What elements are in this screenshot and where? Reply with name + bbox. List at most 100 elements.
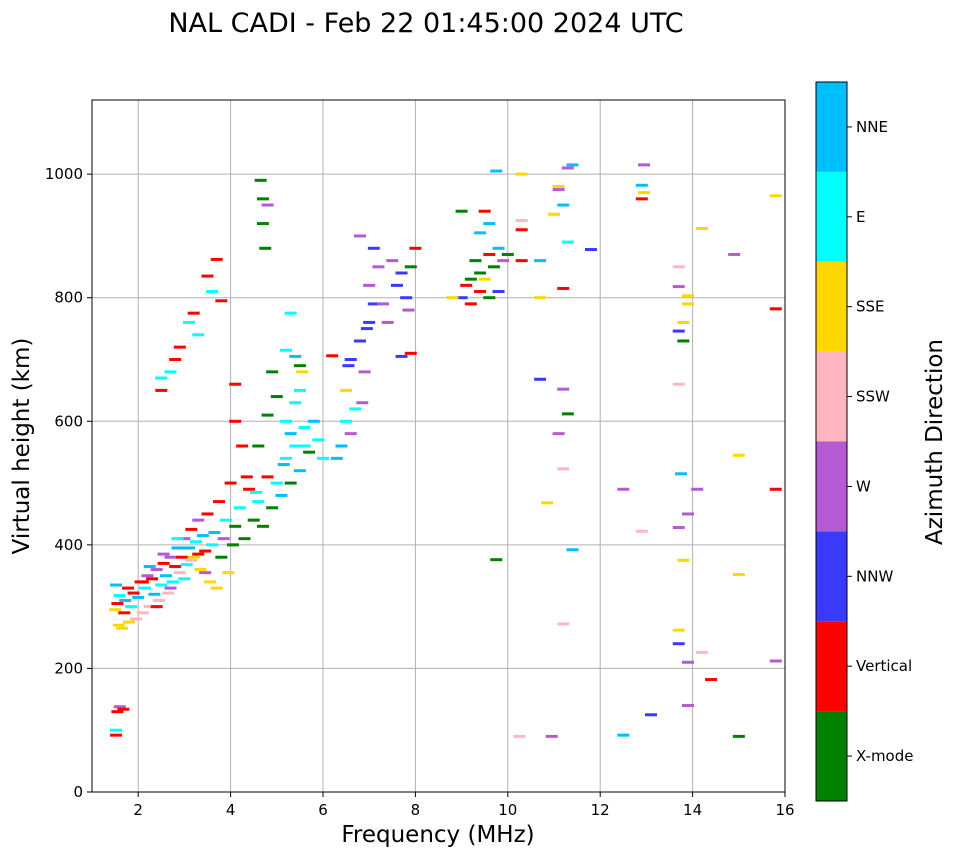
data-point — [201, 274, 214, 278]
colorbar-segment — [816, 261, 847, 352]
colorbar-tick-label: SSE — [856, 298, 885, 316]
data-point — [222, 571, 235, 575]
data-point — [497, 259, 510, 263]
data-point — [117, 707, 130, 711]
data-point — [298, 444, 311, 448]
data-point — [672, 329, 685, 333]
data-point — [490, 169, 503, 173]
data-point — [349, 407, 362, 411]
data-point — [340, 419, 353, 423]
colorbar-tick-label: SSW — [856, 388, 890, 406]
data-point — [363, 283, 376, 287]
data-point — [171, 537, 184, 541]
data-points — [109, 163, 782, 738]
data-point — [201, 512, 214, 516]
data-point — [261, 203, 274, 207]
data-point — [132, 595, 145, 599]
data-point — [446, 296, 459, 300]
data-point — [284, 432, 297, 436]
data-point — [545, 734, 558, 738]
colorbar-tick-label: NNW — [856, 567, 893, 585]
data-point — [534, 296, 547, 300]
data-point — [261, 413, 274, 417]
data-point — [732, 734, 745, 738]
data-point — [534, 259, 547, 263]
colorbar-tick-label: NNE — [856, 118, 888, 136]
data-point — [192, 518, 205, 522]
data-point — [164, 370, 177, 374]
x-tick-label: 14 — [683, 801, 702, 819]
data-point — [289, 354, 302, 358]
colorbar-segment — [816, 531, 847, 622]
data-point — [256, 524, 269, 528]
data-point — [541, 501, 554, 505]
data-point — [474, 290, 487, 294]
data-point — [229, 524, 242, 528]
data-point — [109, 608, 122, 612]
data-point — [206, 543, 219, 547]
y-tick-label: 0 — [73, 783, 83, 801]
data-point — [284, 481, 297, 485]
data-point — [127, 591, 140, 595]
data-point — [515, 218, 528, 222]
data-point — [284, 311, 297, 315]
data-point — [557, 203, 570, 207]
y-tick-label: 200 — [54, 659, 83, 677]
data-point — [116, 626, 129, 630]
data-point — [672, 526, 685, 530]
colorbar-segment — [816, 441, 847, 532]
data-point — [166, 580, 179, 584]
data-point — [492, 290, 505, 294]
data-point — [152, 598, 165, 602]
data-point — [330, 456, 343, 460]
data-point — [270, 481, 283, 485]
data-point — [483, 296, 496, 300]
x-axis-ticks: 2 4 6 8 10 12 14 16 — [133, 792, 795, 819]
colorbar-frame — [815, 81, 848, 802]
data-point — [672, 265, 685, 269]
data-point — [386, 259, 399, 263]
data-point — [111, 602, 124, 606]
y-tick-label: 800 — [54, 289, 83, 307]
colorbar-label: Azimuth Direction — [922, 339, 948, 545]
data-point — [146, 577, 159, 581]
data-point — [372, 265, 385, 269]
data-point — [280, 348, 293, 352]
chart-title: NAL CADI - Feb 22 01:45:00 2024 UTC — [168, 8, 683, 39]
data-point — [136, 580, 149, 584]
data-point — [199, 549, 212, 553]
data-point — [552, 432, 565, 436]
data-point — [672, 628, 685, 632]
data-point — [187, 555, 200, 559]
data-point — [335, 444, 348, 448]
data-point — [176, 555, 189, 559]
data-point — [118, 611, 131, 615]
data-point — [155, 583, 168, 587]
data-point — [210, 257, 223, 261]
data-point — [474, 271, 487, 275]
data-point — [681, 294, 694, 298]
data-point — [210, 586, 223, 590]
data-point — [566, 548, 579, 552]
data-point — [259, 246, 272, 250]
data-point — [769, 659, 782, 663]
data-point — [252, 500, 265, 504]
data-point — [695, 650, 708, 654]
data-point — [243, 487, 256, 491]
x-tick-label: 6 — [318, 801, 328, 819]
colorbar-tick-label: X-mode — [856, 747, 913, 765]
data-point — [681, 512, 694, 516]
data-point — [367, 302, 380, 306]
data-point — [552, 185, 565, 188]
data-point — [677, 320, 690, 324]
data-point — [360, 327, 373, 331]
data-point — [178, 577, 191, 581]
data-point — [157, 561, 170, 565]
data-point — [307, 419, 320, 423]
data-point — [677, 558, 690, 562]
data-point — [192, 552, 205, 556]
data-point — [136, 611, 149, 615]
x-tick-label: 16 — [775, 801, 794, 819]
data-point — [141, 574, 154, 578]
data-point — [769, 487, 782, 491]
